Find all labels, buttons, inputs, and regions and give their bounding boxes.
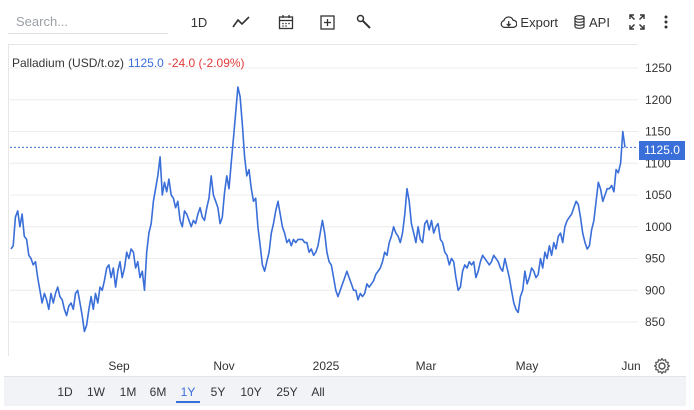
range-button-6m[interactable]: 6M [149, 385, 167, 399]
x-tick-label: Jun [621, 359, 640, 373]
period-button[interactable]: 1D [190, 14, 208, 30]
export-button[interactable]: Export [500, 10, 558, 34]
calendar-icon[interactable] [276, 10, 296, 34]
y-tick-label: 1000 [645, 220, 672, 234]
last-value: 1125.0 [128, 56, 164, 70]
y-tick-label: 950 [645, 252, 665, 266]
x-tick-label: Sep [108, 359, 130, 373]
x-tick-label: May [516, 359, 539, 373]
more-vert-icon[interactable] [659, 10, 673, 34]
y-tick-label: 1150 [645, 125, 671, 139]
cloud-download-icon [500, 15, 518, 28]
current-price-tag: 1125.0 [639, 141, 685, 160]
database-icon [574, 15, 585, 29]
series-line [10, 86, 626, 333]
range-button-1w[interactable]: 1W [87, 385, 105, 399]
range-button-1m[interactable]: 1M [119, 385, 137, 399]
export-label: Export [520, 14, 558, 30]
line-chart-icon[interactable] [231, 10, 251, 34]
range-button-25y[interactable]: 25Y [276, 385, 298, 399]
y-tick-label: 850 [645, 315, 665, 329]
add-icon[interactable] [318, 10, 336, 34]
range-button-5y[interactable]: 5Y [210, 385, 226, 399]
toolbar: 1D Export API [0, 0, 694, 44]
instrument-name: Palladium (USD/t.oz) [12, 56, 125, 70]
chart-area[interactable] [8, 44, 638, 356]
x-tick-label: 2025 [313, 359, 340, 373]
price-change: -24.0 (-2.09%) [167, 56, 245, 70]
wrench-icon[interactable] [355, 10, 373, 34]
x-tick-label: Mar [416, 359, 437, 373]
chart-legend: Palladium (USD/t.oz) 1125.0 -24.0 (-2.09%) [12, 56, 245, 70]
search-input[interactable] [8, 10, 168, 34]
fullscreen-icon[interactable] [627, 10, 647, 34]
range-button-1y[interactable]: 1Y [176, 383, 200, 403]
y-tick-label: 1250 [645, 61, 672, 75]
api-label: API [589, 14, 610, 30]
x-tick-label: Nov [213, 359, 234, 373]
range-button-all[interactable]: All [311, 385, 325, 399]
api-button[interactable]: API [574, 10, 612, 34]
y-tick-label: 1200 [645, 93, 672, 107]
y-tick-label: 900 [645, 283, 665, 297]
range-button-10y[interactable]: 10Y [240, 385, 262, 399]
range-button-1d[interactable]: 1D [57, 385, 73, 399]
settings-gear-icon[interactable] [653, 357, 671, 375]
range-selector: 1D 1W 1M 6M 1Y 5Y 10Y 25Y All [4, 376, 686, 406]
y-tick-label: 1050 [645, 188, 672, 202]
